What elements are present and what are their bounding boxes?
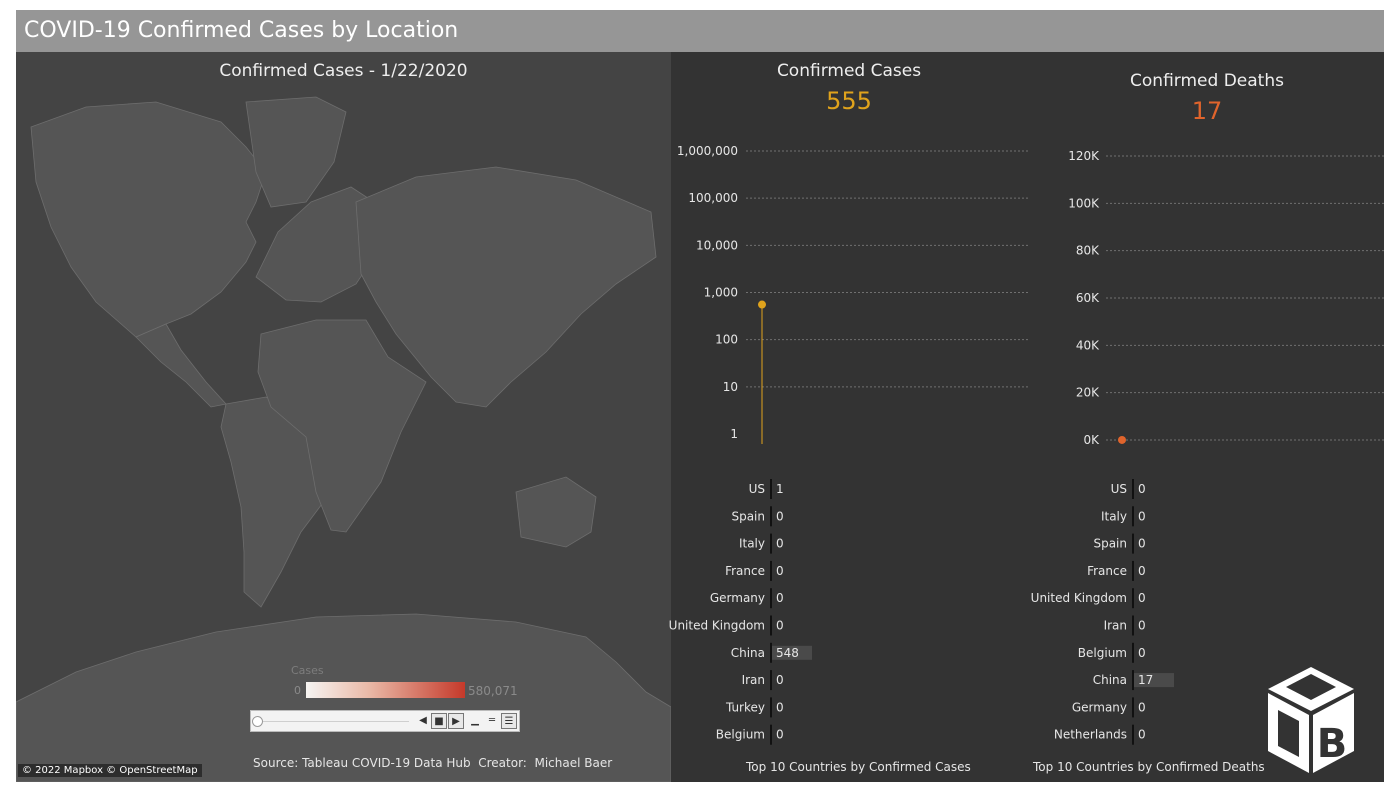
cases-category-label: Belgium bbox=[716, 728, 765, 742]
cases-y-tick-label: 10,000 bbox=[696, 238, 738, 252]
cases-category-label: United Kingdom bbox=[669, 619, 765, 633]
cases-value-label: 0 bbox=[776, 619, 784, 633]
world-map[interactable]: Confirmed Cases - 1/22/2020 Cases 0 580,… bbox=[16, 52, 671, 782]
deaths-value-label: 0 bbox=[1138, 619, 1146, 633]
deaths-data-point bbox=[1118, 435, 1126, 444]
play-icon[interactable]: ▶ bbox=[448, 713, 464, 729]
deaths-bar-footnote: Top 10 Countries by Confirmed Deaths bbox=[1033, 760, 1265, 774]
date-slider-track[interactable] bbox=[257, 721, 409, 722]
deaths-value-label: 0 bbox=[1138, 564, 1146, 578]
color-legend-gradient bbox=[306, 682, 465, 698]
greenland-shape bbox=[245, 96, 347, 208]
asia-shape bbox=[355, 166, 657, 408]
step-back-icon[interactable]: ◀ bbox=[419, 715, 427, 726]
cases-value-label: 0 bbox=[776, 728, 784, 742]
cases-value-label: 0 bbox=[776, 509, 784, 523]
deaths-y-tick-label: 20K bbox=[1076, 386, 1100, 400]
cases-value-label: 0 bbox=[776, 537, 784, 551]
deaths-y-tick-label: 80K bbox=[1076, 244, 1100, 258]
cases-y-tick-label: 1,000 bbox=[704, 286, 738, 300]
deaths-y-tick-label: 40K bbox=[1076, 338, 1100, 352]
source-credit: Source: Tableau COVID-19 Data Hub Creato… bbox=[253, 756, 613, 770]
africa-shape bbox=[257, 319, 427, 533]
cases-kpi-title: Confirmed Cases bbox=[776, 61, 922, 81]
cases-category-label: US bbox=[749, 482, 765, 496]
deaths-y-tick-label: 100K bbox=[1068, 196, 1100, 210]
svg-text:B: B bbox=[1317, 721, 1348, 767]
speed-slow-icon[interactable]: ▁ bbox=[471, 715, 479, 726]
speed-fast-icon[interactable]: ☰ bbox=[501, 713, 517, 729]
deaths-value-label: 0 bbox=[1138, 591, 1146, 605]
deaths-category-label: Spain bbox=[1093, 537, 1127, 551]
deaths-category-label: Italy bbox=[1101, 509, 1127, 523]
deaths-category-label: France bbox=[1087, 564, 1127, 578]
cases-value-label: 0 bbox=[776, 700, 784, 714]
cases-kpi-value: 555 bbox=[826, 87, 872, 115]
deaths-category-label: Iran bbox=[1104, 619, 1127, 633]
cases-category-label: Germany bbox=[710, 591, 765, 605]
cases-y-tick-label: 1,000,000 bbox=[677, 144, 738, 158]
creator-logo: B bbox=[1268, 667, 1354, 773]
cases-category-label: Turkey bbox=[725, 700, 765, 714]
north-america-shape bbox=[30, 101, 267, 338]
deaths-value-label: 0 bbox=[1138, 509, 1146, 523]
deaths-category-label: United Kingdom bbox=[1031, 591, 1127, 605]
cases-y-tick-label: 1 bbox=[730, 427, 738, 441]
cases-category-label: China bbox=[731, 646, 765, 660]
deaths-category-label: US bbox=[1111, 482, 1127, 496]
map-attribution[interactable]: © 2022 Mapbox © OpenStreetMap bbox=[18, 764, 202, 777]
date-slider-knob[interactable] bbox=[252, 716, 263, 727]
cases-value-label: 548 bbox=[776, 646, 799, 660]
deaths-value-label: 0 bbox=[1138, 700, 1146, 714]
deaths-y-tick-label: 120K bbox=[1068, 149, 1100, 163]
cases-category-label: France bbox=[725, 564, 765, 578]
deaths-category-label: China bbox=[1093, 673, 1127, 687]
dashboard: COVID-19 Confirmed Cases by Location Con… bbox=[16, 10, 1384, 782]
page-playback-control: ◀ ■ ▶ ▁ ═ ☰ bbox=[250, 710, 520, 732]
legend-title: Cases bbox=[291, 664, 324, 677]
australia-shape bbox=[515, 476, 597, 548]
deaths-y-tick-label: 0K bbox=[1083, 433, 1100, 447]
cases-value-label: 0 bbox=[776, 673, 784, 687]
deaths-kpi-value: 17 bbox=[1191, 97, 1223, 125]
cases-data-point bbox=[758, 300, 766, 309]
deaths-category-label: Germany bbox=[1072, 700, 1127, 714]
deaths-y-tick-label: 60K bbox=[1076, 291, 1100, 305]
cases-category-label: Spain bbox=[731, 509, 765, 523]
deaths-category-label: Netherlands bbox=[1054, 728, 1127, 742]
cases-bar-footnote: Top 10 Countries by Confirmed Cases bbox=[746, 760, 971, 774]
deaths-bar bbox=[1134, 673, 1174, 688]
cases-value-label: 0 bbox=[776, 564, 784, 578]
cases-y-tick-label: 100,000 bbox=[688, 191, 738, 205]
title-bar: COVID-19 Confirmed Cases by Location bbox=[16, 10, 1384, 52]
deaths-value-label: 0 bbox=[1138, 646, 1146, 660]
deaths-category-label: Belgium bbox=[1078, 646, 1127, 660]
deaths-value-label: 0 bbox=[1138, 482, 1146, 496]
deaths-kpi-title: Confirmed Deaths bbox=[1130, 71, 1284, 91]
cases-value-label: 1 bbox=[776, 482, 784, 496]
cases-category-label: Italy bbox=[739, 537, 765, 551]
cases-bar bbox=[772, 645, 812, 660]
cases-category-label: Iran bbox=[742, 673, 765, 687]
legend-min: 0 bbox=[294, 684, 301, 697]
antarctica-shape bbox=[16, 613, 671, 782]
map-shapes bbox=[16, 96, 671, 782]
cases-value-label: 0 bbox=[776, 591, 784, 605]
dashboard-title: COVID-19 Confirmed Cases by Location bbox=[24, 18, 459, 43]
deaths-value-label: 0 bbox=[1138, 537, 1146, 551]
map-title: Confirmed Cases - 1/22/2020 bbox=[219, 61, 468, 81]
cases-y-tick-label: 100 bbox=[715, 333, 738, 347]
charts-layer: 1101001,00010,000100,0001,000,0000K20K40… bbox=[669, 144, 1384, 745]
legend-max: 580,071 bbox=[468, 684, 518, 698]
deaths-value-label: 17 bbox=[1138, 673, 1153, 687]
speed-medium-icon[interactable]: ═ bbox=[488, 715, 496, 726]
cases-y-tick-label: 10 bbox=[723, 380, 738, 394]
stop-icon[interactable]: ■ bbox=[431, 713, 447, 729]
deaths-value-label: 0 bbox=[1138, 728, 1146, 742]
